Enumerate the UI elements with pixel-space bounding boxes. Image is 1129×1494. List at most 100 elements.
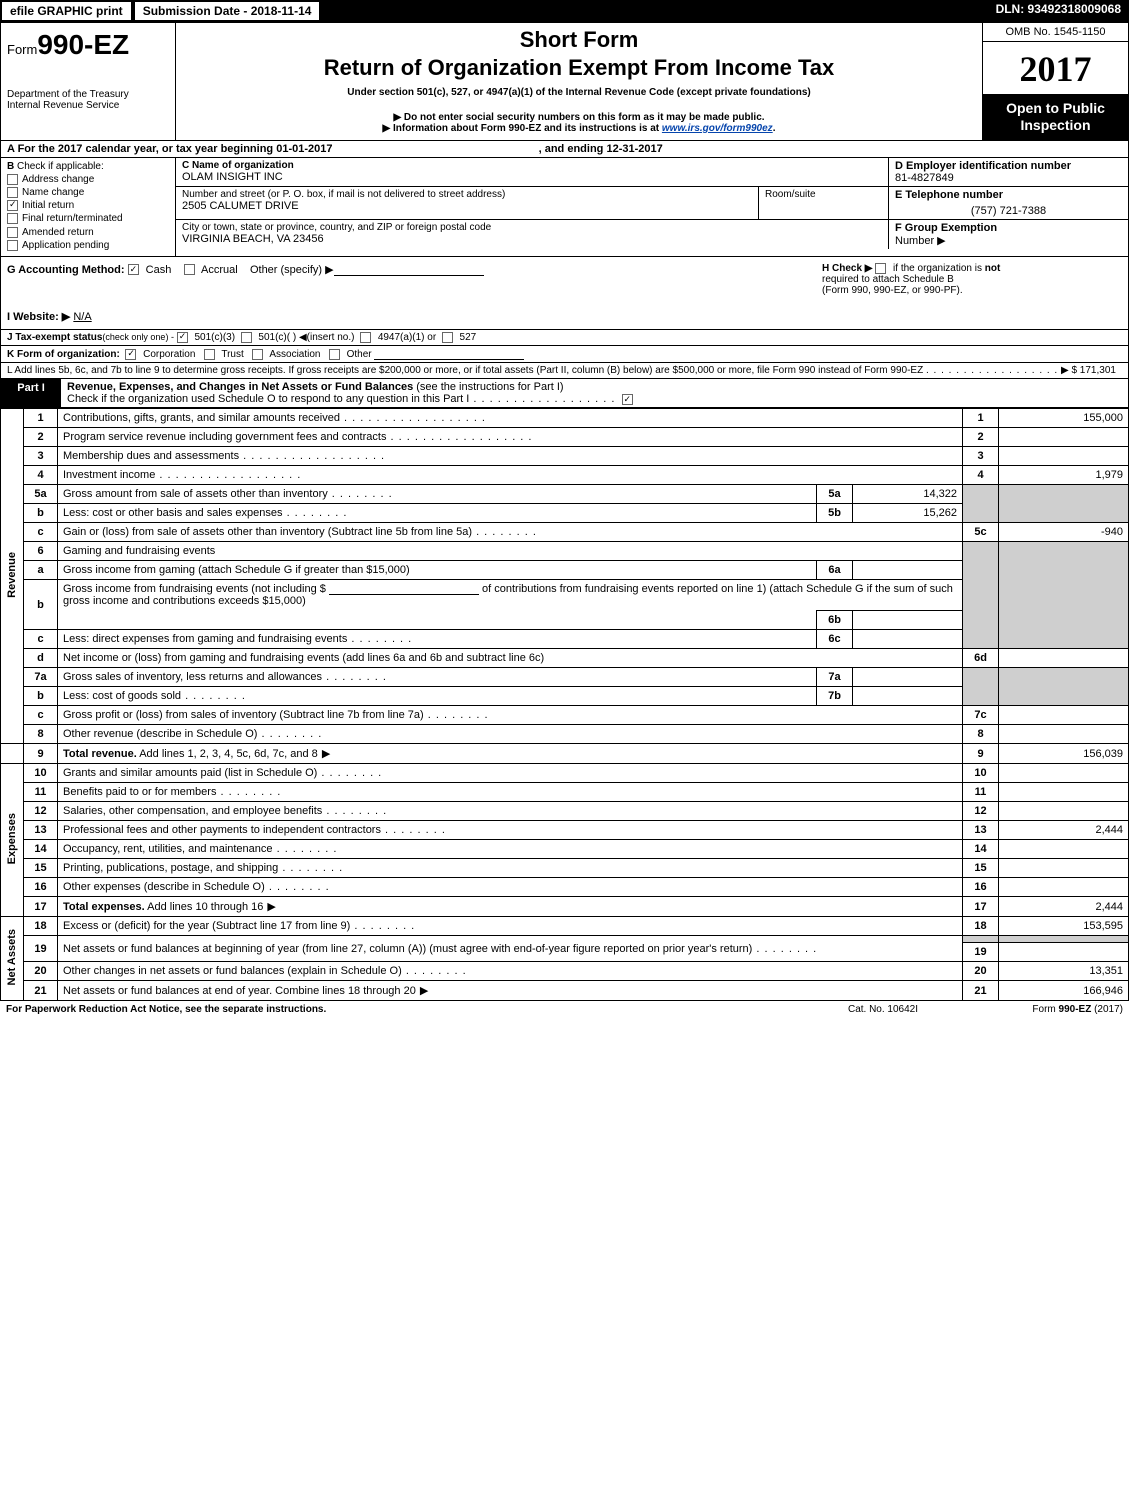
expenses-side-label: Expenses bbox=[1, 764, 24, 917]
line-desc: Gaming and fundraising events bbox=[58, 542, 963, 561]
line-num-label: 17 bbox=[963, 897, 999, 917]
line-desc: Net assets or fund balances at beginning… bbox=[58, 936, 963, 962]
line-num: 6 bbox=[24, 542, 58, 561]
part-i-title: Revenue, Expenses, and Changes in Net As… bbox=[67, 381, 413, 393]
k-label: K Form of organization: bbox=[7, 349, 120, 360]
line-desc: Gross profit or (loss) from sales of inv… bbox=[58, 706, 963, 725]
line-num-label: 14 bbox=[963, 840, 999, 859]
g-label: G Accounting Method: bbox=[7, 264, 125, 276]
line-desc: Net income or (loss) from gaming and fun… bbox=[58, 649, 963, 668]
line-num: c bbox=[24, 630, 58, 649]
section-b-header: B Check if applicable: bbox=[7, 161, 169, 172]
chk-527[interactable] bbox=[442, 332, 453, 343]
other-org-blank[interactable] bbox=[374, 348, 524, 360]
sections-c-d-e-f: C Name of organization OLAM INSIGHT INC … bbox=[176, 158, 1128, 256]
line-num-label: 15 bbox=[963, 859, 999, 878]
table-row: 14 Occupancy, rent, utilities, and maint… bbox=[1, 840, 1129, 859]
chk-schedule-o[interactable] bbox=[622, 394, 633, 405]
chk-address-change[interactable]: Address change bbox=[7, 174, 169, 185]
h-text2: required to attach Schedule B bbox=[822, 274, 954, 285]
efile-print-button[interactable]: efile GRAPHIC print bbox=[0, 0, 133, 22]
line-num: 15 bbox=[24, 859, 58, 878]
title-left-col: Form990-EZ Department of the Treasury In… bbox=[1, 23, 176, 140]
footer-form-pre: Form bbox=[1032, 1004, 1058, 1015]
shade-cell bbox=[999, 936, 1129, 943]
line-num: 12 bbox=[24, 802, 58, 821]
table-row: 13 Professional fees and other payments … bbox=[1, 821, 1129, 840]
checkbox-icon bbox=[7, 200, 18, 211]
instructions-link[interactable]: www.irs.gov/form990ez bbox=[662, 123, 773, 134]
line-amount bbox=[999, 783, 1129, 802]
line-amount bbox=[999, 764, 1129, 783]
table-row: Net Assets 18 Excess or (deficit) for th… bbox=[1, 917, 1129, 936]
top-header-bar: efile GRAPHIC print Submission Date - 20… bbox=[0, 0, 1129, 22]
opt-trust: Trust bbox=[221, 349, 243, 360]
page-footer: For Paperwork Reduction Act Notice, see … bbox=[0, 1001, 1129, 1018]
fundraising-blank[interactable] bbox=[329, 583, 479, 595]
mini-amount: 15,262 bbox=[853, 504, 963, 523]
footer-form-post: (2017) bbox=[1091, 1004, 1123, 1015]
line-amount bbox=[999, 649, 1129, 668]
line-desc: Other expenses (describe in Schedule O) bbox=[58, 878, 963, 897]
table-row: 6b bbox=[1, 611, 1129, 630]
section-i-website: I Website: ▶ N/A bbox=[7, 310, 1122, 323]
org-name-label: C Name of organization bbox=[182, 160, 882, 171]
street-label: Number and street (or P. O. box, if mail… bbox=[182, 189, 752, 200]
line-desc: Total expenses. Add lines 10 through 16 bbox=[58, 897, 963, 917]
chk-4947[interactable] bbox=[360, 332, 371, 343]
other-specify-blank[interactable] bbox=[334, 264, 484, 276]
shade-cell bbox=[963, 936, 999, 943]
chk-name-change[interactable]: Name change bbox=[7, 187, 169, 198]
section-e-phone: E Telephone number (757) 721-7388 bbox=[888, 187, 1128, 219]
line-desc: Occupancy, rent, utilities, and maintena… bbox=[58, 840, 963, 859]
line-amount bbox=[999, 725, 1129, 744]
chk-initial-return[interactable]: Initial return bbox=[7, 200, 169, 211]
dept-line1: Department of the Treasury bbox=[7, 89, 169, 100]
opt-other-org: Other bbox=[347, 349, 372, 360]
line-desc: Program service revenue including govern… bbox=[58, 428, 963, 447]
line-num: 14 bbox=[24, 840, 58, 859]
chk-accrual[interactable] bbox=[184, 264, 195, 275]
table-row: 7a Gross sales of inventory, less return… bbox=[1, 668, 1129, 687]
chk-h[interactable] bbox=[875, 263, 886, 274]
tax-year: 2017 bbox=[983, 42, 1128, 94]
chk-cash[interactable] bbox=[128, 264, 139, 275]
street-value: 2505 CALUMET DRIVE bbox=[182, 200, 752, 212]
chk-corp[interactable] bbox=[125, 349, 136, 360]
table-row: c Gross profit or (loss) from sales of i… bbox=[1, 706, 1129, 725]
ein-value: 81-4827849 bbox=[895, 172, 1122, 184]
dots-icon bbox=[926, 365, 1058, 376]
chk-assoc[interactable] bbox=[252, 349, 263, 360]
l-text: L Add lines 5b, 6c, and 7b to line 9 to … bbox=[7, 365, 923, 376]
table-row: c Less: direct expenses from gaming and … bbox=[1, 630, 1129, 649]
section-a-prefix: A For the 2017 calendar year, or tax yea… bbox=[7, 143, 276, 155]
warn2-post: . bbox=[773, 123, 776, 134]
table-row: a Gross income from gaming (attach Sched… bbox=[1, 561, 1129, 580]
chk-app-pending[interactable]: Application pending bbox=[7, 240, 169, 251]
chk-label: Amended return bbox=[22, 227, 94, 238]
ssn-warning: ▶ Do not enter social security numbers o… bbox=[186, 112, 972, 123]
chk-other-org[interactable] bbox=[329, 349, 340, 360]
l-amount: ▶ $ 171,301 bbox=[1061, 365, 1116, 376]
table-row: Revenue 1 Contributions, gifts, grants, … bbox=[1, 409, 1129, 428]
netassets-side-label: Net Assets bbox=[1, 917, 24, 1001]
line-desc: Gross amount from sale of assets other t… bbox=[58, 485, 817, 504]
footer-cat-no: Cat. No. 10642I bbox=[803, 1004, 963, 1015]
line-num-label: 8 bbox=[963, 725, 999, 744]
other-label: Other (specify) ▶ bbox=[250, 264, 334, 276]
section-a-begin: 01-01-2017 bbox=[276, 143, 332, 155]
shade-cell bbox=[963, 485, 999, 523]
chk-final-return[interactable]: Final return/terminated bbox=[7, 213, 169, 224]
opt-501c: 501(c)( ) ◀(insert no.) bbox=[258, 332, 354, 343]
table-row: 12 Salaries, other compensation, and emp… bbox=[1, 802, 1129, 821]
checkbox-icon bbox=[7, 240, 18, 251]
chk-trust[interactable] bbox=[204, 349, 215, 360]
table-row: 4 Investment income 4 1,979 bbox=[1, 466, 1129, 485]
chk-501c[interactable] bbox=[241, 332, 252, 343]
shade-cell bbox=[999, 668, 1129, 706]
website-value: N/A bbox=[73, 311, 91, 323]
chk-501c3[interactable] bbox=[177, 332, 188, 343]
chk-amended-return[interactable]: Amended return bbox=[7, 227, 169, 238]
line-desc: Other changes in net assets or fund bala… bbox=[58, 962, 963, 981]
side-spacer bbox=[1, 744, 24, 764]
